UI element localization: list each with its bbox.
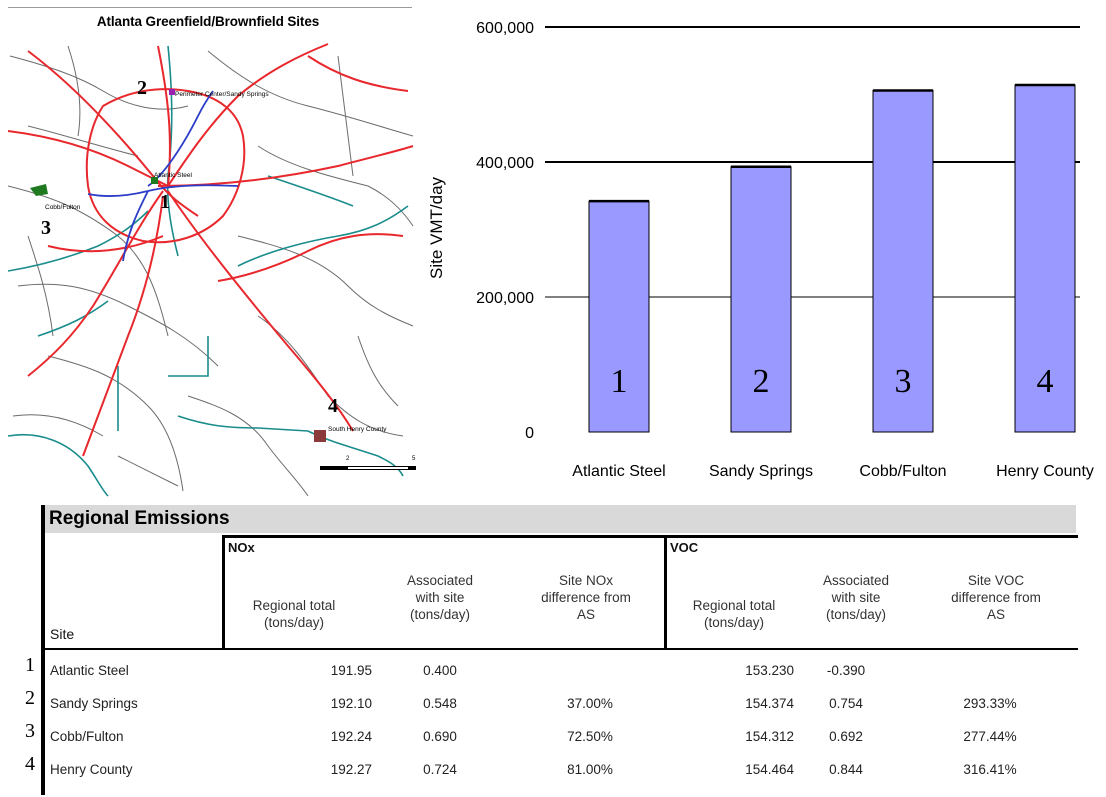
row-site-name: Henry County (50, 762, 133, 777)
table-cell: 154.374 (745, 696, 794, 711)
bars (588, 83, 1076, 433)
column-header-nox-associated: Associated with site (tons/day) (406, 573, 474, 622)
x-tick-label: Sandy Springs (709, 463, 813, 480)
vmt-bar-chart: 0 200,000 400,000 600,000 Site VMT/day 1 2 3 4… (427, 20, 1094, 480)
table-cell: 72.50% (567, 729, 613, 744)
column-header-nox-difference: Site NOx difference from AS (541, 573, 631, 622)
site-2-marker (169, 89, 175, 95)
table-cell: 37.00% (567, 696, 613, 711)
bar-number-label: 4 (1037, 363, 1054, 400)
map-title: Atlanta Greenfield/Brownfield Sites (96, 14, 320, 29)
site-3-marker (30, 184, 48, 196)
row-number: 1 (25, 654, 35, 676)
group-header-nox: NOx (228, 540, 255, 555)
map-panel: Atlanta Greenfield/Brownfield Sites (8, 0, 420, 500)
table-cell: 192.10 (330, 696, 372, 711)
table-cell: 153.230 (745, 663, 794, 678)
site-4-marker (314, 430, 326, 442)
table-cell: 192.24 (330, 729, 372, 744)
bar-number-labels: 1 2 3 4 (611, 363, 1054, 400)
row-site-name: Sandy Springs (50, 696, 138, 711)
map-title-rule (8, 7, 412, 8)
table-cell: 192.27 (330, 762, 372, 777)
bar (1014, 84, 1076, 433)
map-scale-bar: 2 5 (320, 456, 416, 470)
y-tick-label: 400,000 (476, 155, 534, 172)
site-label-2: Perimeter Center/Sandy Springs (175, 91, 269, 98)
atlanta-map: 1 2 3 4 Atlantic Steel Perimeter Center/… (8, 43, 416, 497)
bar-number-label: 1 (611, 363, 628, 400)
column-header-voc-regional: Regional total (tons/day) (692, 598, 776, 630)
y-tick-label: 0 (525, 425, 534, 442)
site-label-1: Atlantic Steel (154, 172, 192, 179)
row-site-name: Cobb/Fulton (50, 729, 124, 744)
svg-text:2: 2 (346, 456, 350, 462)
table-cell: 191.95 (330, 663, 372, 678)
site-label-4: South Henry County (328, 426, 387, 433)
table-cell: 316.41% (963, 762, 1017, 777)
table-cell: -0.390 (826, 663, 866, 678)
site-label-3: Cobb/Fulton (45, 204, 81, 211)
row-site-name: Atlantic Steel (50, 663, 129, 678)
y-axis-label: Site VMT/day (427, 176, 446, 279)
row-number: 3 (25, 720, 35, 742)
emissions-title-bar: Regional Emissions (44, 505, 1076, 533)
table-header-rule (42, 648, 1078, 650)
x-tick-label: Atlantic Steel (572, 463, 665, 480)
group-header-voc: VOC (670, 540, 699, 555)
table-cell: 0.844 (829, 762, 863, 777)
table-cell: 154.464 (745, 762, 794, 777)
column-header-nox-regional: Regional total (tons/day) (252, 598, 336, 630)
svg-text:5: 5 (412, 456, 416, 462)
x-tick-label: Henry County (996, 463, 1094, 480)
y-tick-label: 200,000 (476, 290, 534, 307)
table-cell: 0.690 (423, 729, 457, 744)
site-number-2: 2 (137, 77, 147, 99)
table-cell: 0.400 (423, 663, 457, 678)
table-title: Regional Emissions (49, 508, 230, 529)
site-number-3: 3 (41, 217, 51, 239)
row-number: 2 (25, 687, 35, 709)
site-markers (30, 89, 326, 442)
bar-number-label: 2 (753, 363, 770, 400)
transit-lines (87, 90, 239, 262)
table-left-rule (41, 505, 45, 795)
site-numbers: 1 2 3 4 (41, 77, 338, 417)
table-cell: 277.44% (963, 729, 1017, 744)
table-nox-rule (222, 535, 225, 650)
table-voc-rule (664, 535, 667, 650)
table-cell: 0.548 (423, 696, 457, 711)
x-tick-labels: Atlantic Steel Sandy Springs Cobb/Fulton He… (572, 463, 1094, 480)
bar (872, 89, 934, 433)
bar (730, 166, 792, 433)
highways (8, 43, 414, 457)
y-tick-label: 600,000 (476, 20, 534, 37)
column-header-voc-associated: Associated with site (tons/day) (822, 573, 890, 622)
table-cell: 81.00% (567, 762, 613, 777)
table-cell: 0.692 (829, 729, 863, 744)
table-cell: 0.724 (423, 762, 457, 777)
table-cell: 0.754 (829, 696, 863, 711)
bar-number-label: 3 (895, 363, 912, 400)
site-column-header: Site (50, 626, 75, 642)
table-cell: 154.312 (745, 729, 794, 744)
row-number: 4 (25, 753, 35, 775)
x-tick-label: Cobb/Fulton (859, 463, 946, 480)
site-labels: Atlantic Steel Perimeter Center/Sandy Sp… (45, 91, 387, 433)
table-cell: 293.33% (963, 696, 1017, 711)
table-top-rule (222, 535, 1078, 538)
y-tick-labels: 0 200,000 400,000 600,000 (476, 20, 534, 442)
site-number-4: 4 (328, 395, 338, 417)
site-number-1: 1 (160, 191, 170, 213)
column-header-voc-difference: Site VOC difference from AS (951, 573, 1041, 622)
site-1-marker (151, 177, 158, 184)
